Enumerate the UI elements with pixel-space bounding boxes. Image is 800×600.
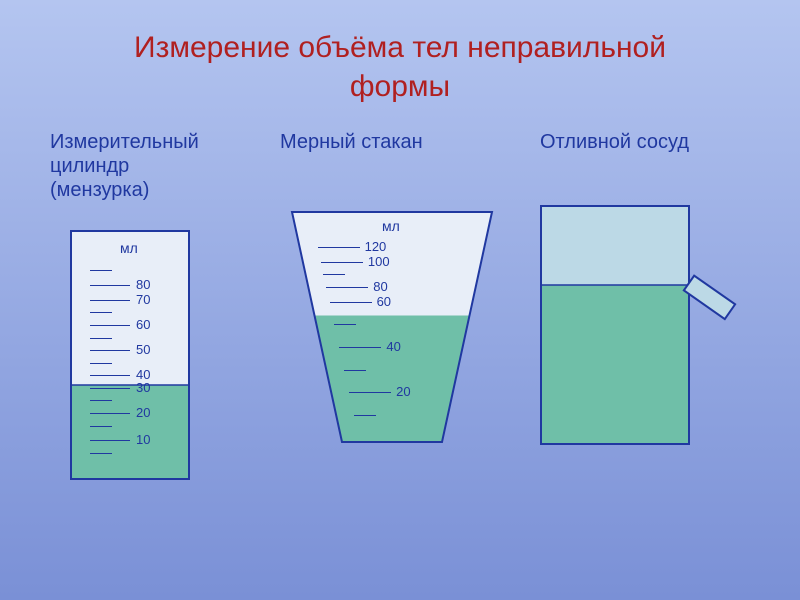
cylinder-svg <box>70 230 190 480</box>
tick-line <box>90 300 130 301</box>
cylinder-column: Измерительный цилиндр (мензурка) мл 8070… <box>50 130 230 202</box>
tick-label: 80 <box>373 279 387 294</box>
tick-line <box>90 388 130 389</box>
tick-line <box>90 312 112 313</box>
tick-label: 120 <box>365 239 387 254</box>
overflow-column: Отливной сосуд <box>540 130 770 154</box>
tick-line <box>90 338 112 339</box>
tick-line <box>90 375 130 376</box>
tick-line <box>90 325 130 326</box>
tick-line <box>90 400 112 401</box>
tick-line <box>90 270 112 271</box>
tick-label: 40 <box>386 339 400 354</box>
tick-line <box>323 274 345 275</box>
tick-label: 20 <box>396 384 410 399</box>
title-line-1: Измерение объёма тел неправильной <box>134 31 666 64</box>
tick-label: 10 <box>136 432 150 447</box>
tick-label: 70 <box>136 292 150 307</box>
tick-line <box>318 247 360 248</box>
overflow-label: Отливной сосуд <box>540 130 770 154</box>
tick-line <box>326 287 368 288</box>
beaker-column: Мерный стакан мл 12010080604020 <box>280 130 510 154</box>
tick-label: 100 <box>368 254 390 269</box>
tick-line <box>349 392 391 393</box>
tick-label: 30 <box>136 380 150 395</box>
tick-label: 20 <box>136 405 150 420</box>
tick-line <box>90 285 130 286</box>
tick-line <box>330 302 372 303</box>
tick-line <box>90 426 112 427</box>
tick-line <box>90 440 130 441</box>
title-line-2: формы <box>350 70 450 103</box>
tick-label: 50 <box>136 342 150 357</box>
cylinder-unit: мл <box>120 240 138 256</box>
tick-label: 60 <box>136 317 150 332</box>
tick-label: 80 <box>136 277 150 292</box>
overflow-svg <box>540 205 760 485</box>
tick-label: 60 <box>377 294 391 309</box>
tick-line <box>90 350 130 351</box>
tick-line <box>90 413 130 414</box>
tick-line <box>339 347 381 348</box>
beaker-unit: мл <box>382 218 400 234</box>
tick-line <box>344 370 366 371</box>
beaker-svg <box>290 210 494 444</box>
beaker-diagram: мл 120100 8060 40 20 <box>290 210 494 449</box>
tick-line <box>90 453 112 454</box>
page-title: Измерение объёма тел неправильной формы <box>0 0 800 106</box>
tick-line <box>90 363 112 364</box>
tick-line <box>334 324 356 325</box>
diagram-row: Измерительный цилиндр (мензурка) мл 8070… <box>0 130 800 570</box>
beaker-label: Мерный стакан <box>280 130 510 154</box>
tick-line <box>354 415 376 416</box>
cylinder-label: Измерительный цилиндр (мензурка) <box>50 130 230 202</box>
tick-line <box>321 262 363 263</box>
